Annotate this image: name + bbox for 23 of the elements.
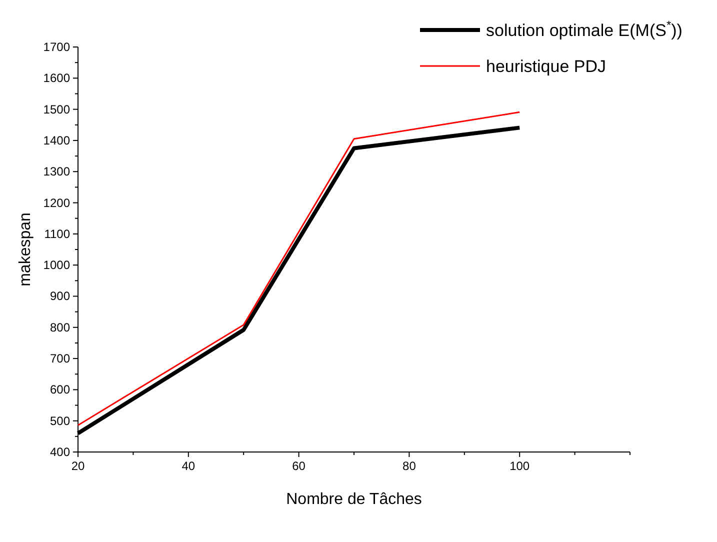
y-tick-label: 1600 bbox=[43, 71, 70, 86]
y-tick-label: 1700 bbox=[43, 40, 70, 54]
y-tick-label: 1500 bbox=[43, 102, 70, 116]
legend-label: heuristique PDJ bbox=[486, 57, 606, 76]
legend-label: solution optimale E(M(S$^{*}$)) bbox=[486, 18, 682, 40]
x-tick-label: 100 bbox=[510, 459, 530, 473]
y-tick-label: 1100 bbox=[44, 226, 70, 241]
y-tick-label: 800 bbox=[50, 320, 70, 334]
y-tick-label: 500 bbox=[50, 414, 70, 428]
y-tick-label: 900 bbox=[50, 289, 70, 304]
y-tick-label: 1000 bbox=[43, 258, 70, 272]
y-tick-label: 400 bbox=[50, 445, 70, 459]
y-tick-label: 1400 bbox=[43, 133, 70, 148]
y-tick-label: 1300 bbox=[43, 164, 70, 179]
y-tick-label: 1200 bbox=[43, 196, 70, 210]
y-axis-title: makespan bbox=[17, 212, 34, 286]
y-tick-label: 600 bbox=[50, 382, 70, 397]
x-tick-label: 20 bbox=[71, 459, 85, 473]
x-tick-label: 80 bbox=[402, 459, 416, 473]
x-tick-label: 40 bbox=[182, 459, 196, 473]
x-axis-title: Nombre de Tâches bbox=[286, 491, 422, 508]
x-tick-label: 60 bbox=[292, 459, 306, 473]
y-tick-label: 700 bbox=[50, 352, 70, 366]
